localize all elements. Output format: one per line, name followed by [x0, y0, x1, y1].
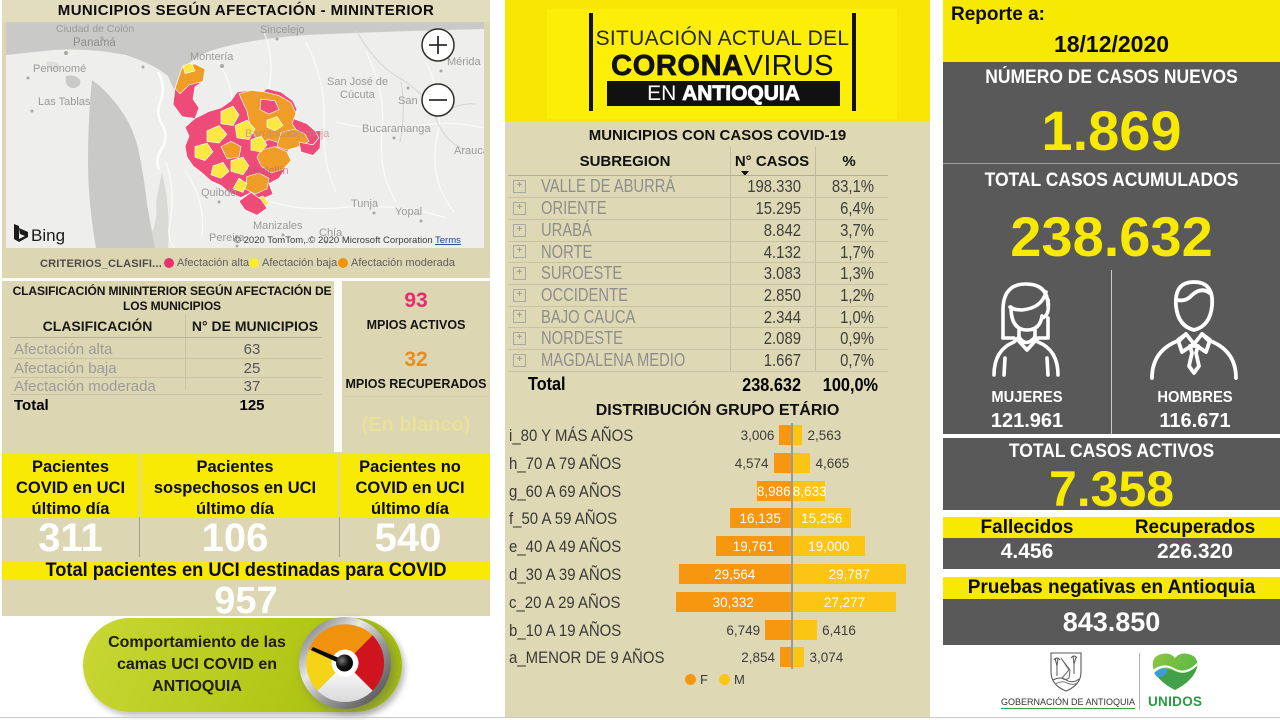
svg-text:Yopal: Yopal — [395, 206, 422, 218]
svg-text:Medellín: Medellín — [247, 165, 289, 177]
svg-text:Cúcuta: Cúcuta — [340, 89, 376, 101]
svg-text:Mérida: Mérida — [447, 56, 482, 68]
svg-text:Bucaramanga: Bucaramanga — [362, 123, 431, 135]
svg-text:Barrancabermeja: Barrancabermeja — [245, 128, 330, 140]
svg-text:Chía: Chía — [319, 227, 343, 239]
svg-text:Penonomé: Penonomé — [33, 63, 86, 75]
svg-text:Montería: Montería — [190, 51, 234, 63]
svg-text:Pereira: Pereira — [209, 232, 245, 244]
svg-text:Manizales: Manizales — [253, 220, 303, 232]
svg-text:Ciudad de Colón: Ciudad de Colón — [56, 23, 134, 35]
svg-text:© 2020 TomTom,.© 2020 Microsof: © 2020 TomTom,.© 2020 Microsoft Corporat… — [234, 235, 433, 246]
svg-text:Bing: Bing — [31, 226, 65, 245]
svg-text:San José de: San José de — [327, 76, 388, 88]
svg-text:Quibdó: Quibdó — [201, 187, 236, 199]
svg-text:Panamá: Panamá — [73, 37, 116, 49]
svg-text:Arauca: Arauca — [454, 145, 484, 157]
svg-text:Las Tablas: Las Tablas — [38, 96, 91, 108]
svg-text:Sincelejo: Sincelejo — [260, 24, 305, 36]
svg-text:San C: San C — [398, 95, 429, 107]
svg-text:Terms: Terms — [435, 235, 461, 246]
svg-text:Tunja: Tunja — [351, 198, 379, 210]
